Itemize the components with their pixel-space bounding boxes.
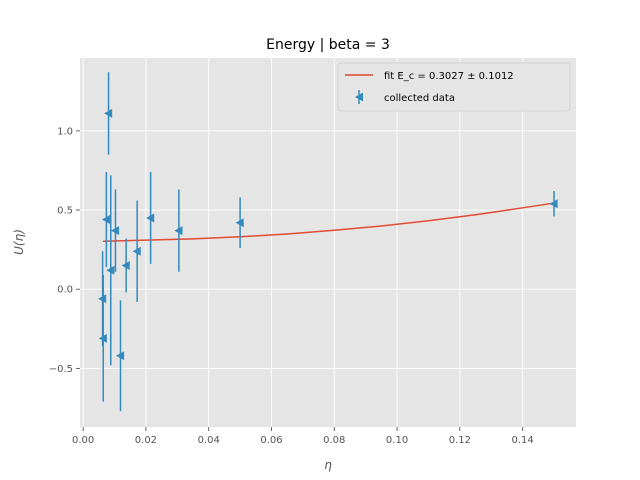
x-tick-label: 0.12 [449, 435, 471, 446]
data-point [235, 197, 244, 249]
plot-area [80, 58, 576, 427]
data-point [110, 189, 120, 272]
data-point [121, 238, 130, 293]
data-marker [146, 213, 155, 223]
data-marker [115, 351, 125, 361]
legend: fit E_c = 0.3027 ± 0.1012 collected data [337, 62, 571, 112]
x-tick-label: 0.04 [198, 435, 220, 446]
data-point [104, 72, 113, 155]
data-marker [174, 226, 183, 236]
y-tick-label: −0.5 [49, 364, 73, 375]
data-marker [121, 260, 130, 270]
data-marker [98, 333, 107, 343]
legend-box [337, 62, 571, 112]
data-point [98, 274, 107, 402]
y-axis-label: U(η) [12, 229, 26, 255]
x-tick-label: 0.10 [386, 435, 408, 446]
data-layer [98, 72, 558, 412]
data-marker [104, 108, 113, 118]
x-tick-label: 0.02 [135, 435, 157, 446]
data-point [132, 200, 141, 302]
legend-fit-label: fit E_c = 0.3027 ± 0.1012 [384, 71, 514, 82]
x-tick-label: 0.00 [72, 435, 94, 446]
y-tick-label: 0.5 [57, 206, 73, 217]
data-point [146, 172, 155, 264]
data-marker [132, 246, 141, 256]
data-point [174, 189, 183, 272]
grid [80, 58, 576, 427]
x-tick-label: 0.08 [323, 435, 345, 446]
x-tick-label: 0.14 [512, 435, 534, 446]
data-marker [549, 199, 558, 209]
data-marker [106, 265, 115, 275]
fit-line [102, 202, 555, 242]
legend-data-swatch [355, 90, 363, 104]
y-axis-ticks: −0.5 0.0 0.5 1.0 [49, 126, 80, 375]
data-point [115, 300, 125, 412]
data-point [549, 191, 558, 217]
data-marker [235, 218, 244, 228]
chart-title: Energy | beta = 3 [266, 37, 390, 53]
fit-layer [102, 202, 555, 242]
legend-data-label: collected data [384, 93, 455, 104]
y-tick-label: 0.0 [57, 285, 73, 296]
data-point [101, 172, 110, 268]
y-tick-label: 1.0 [57, 126, 73, 137]
data-point [106, 175, 115, 366]
x-tick-label: 0.06 [260, 435, 282, 446]
data-marker [110, 226, 120, 236]
x-axis-label: η [324, 458, 332, 472]
data-marker [98, 294, 107, 304]
data-marker [101, 215, 110, 225]
x-axis-ticks: 0.00 0.02 0.04 0.06 0.08 0.10 0.12 0.14 [72, 427, 534, 446]
